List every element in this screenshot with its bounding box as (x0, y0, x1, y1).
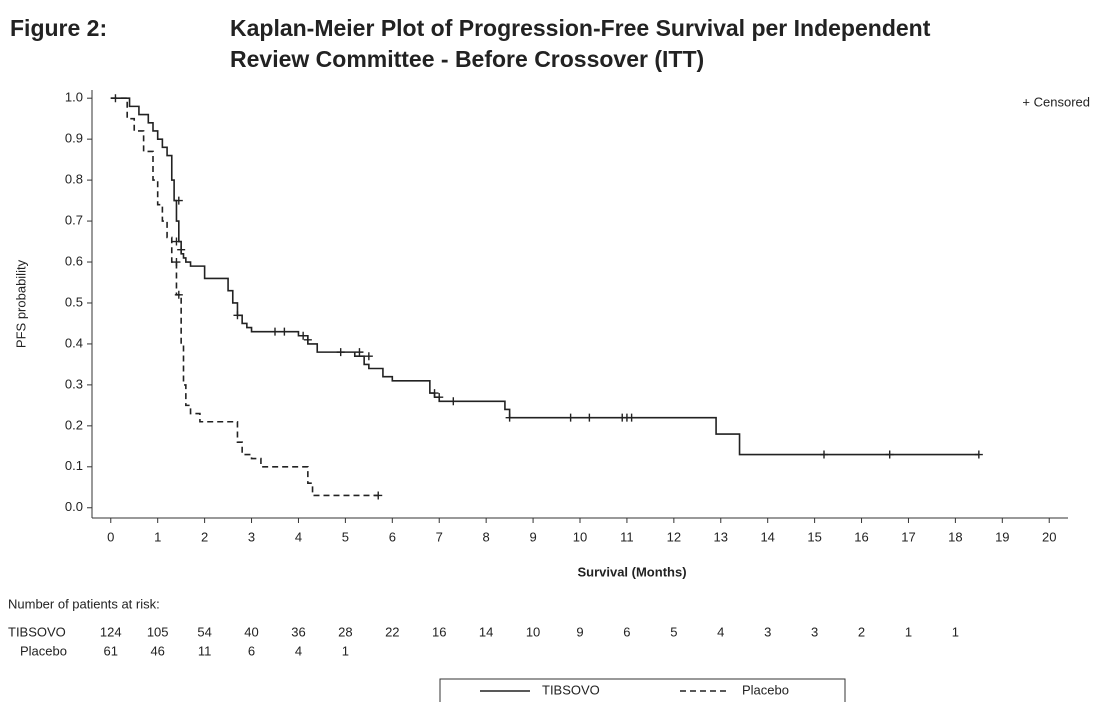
censor-mark (364, 352, 373, 361)
x-tick-label: 4 (295, 529, 302, 544)
censor-mark (885, 450, 894, 459)
y-tick-label: 0.9 (65, 131, 83, 146)
y-tick-label: 1.0 (65, 90, 83, 105)
risk-value: 16 (432, 624, 446, 639)
x-tick-label: 5 (342, 529, 349, 544)
censor-mark (303, 335, 312, 344)
censor-mark (174, 290, 183, 299)
risk-value: 6 (623, 624, 630, 639)
x-tick-label: 19 (995, 529, 1009, 544)
censor-mark (435, 393, 444, 402)
risk-row-label: TIBSOVO (8, 624, 66, 639)
censor-mark (172, 258, 181, 267)
censor-mark (374, 491, 383, 500)
censor-mark (820, 450, 828, 459)
x-tick-label: 9 (529, 529, 536, 544)
x-tick-label: 10 (573, 529, 587, 544)
chart-title: Kaplan-Meier Plot of Progression-Free Su… (230, 15, 931, 41)
censor-mark (585, 413, 594, 422)
x-tick-label: 17 (901, 529, 915, 544)
x-tick-label: 0 (107, 529, 114, 544)
x-tick-label: 1 (154, 529, 161, 544)
censor-mark (449, 397, 458, 406)
y-tick-label: 0.8 (65, 172, 83, 187)
x-tick-label: 14 (760, 529, 774, 544)
x-tick-label: 20 (1042, 529, 1056, 544)
censor-mark (627, 413, 636, 422)
censor-mark (280, 327, 289, 336)
censor-mark (336, 348, 345, 357)
censor-mark (505, 413, 514, 422)
legend-label: Placebo (742, 682, 789, 697)
y-tick-label: 0.6 (65, 253, 83, 268)
risk-value: 4 (295, 643, 302, 658)
censor-mark (566, 413, 575, 422)
risk-value: 10 (526, 624, 540, 639)
censor-mark (177, 245, 186, 254)
x-tick-label: 13 (714, 529, 728, 544)
risk-value: 3 (811, 624, 818, 639)
censor-mark (271, 327, 279, 336)
risk-value: 9 (576, 624, 583, 639)
censor-mark (355, 348, 364, 357)
risk-value: 3 (764, 624, 771, 639)
y-tick-label: 0.4 (65, 335, 83, 350)
censor-mark (233, 311, 242, 320)
y-tick-label: 0.1 (65, 458, 83, 473)
risk-value: 22 (385, 624, 399, 639)
risk-value: 28 (338, 624, 352, 639)
risk-value: 1 (952, 624, 959, 639)
censor-mark (174, 196, 183, 205)
y-tick-label: 0.5 (65, 294, 83, 309)
x-tick-label: 18 (948, 529, 962, 544)
risk-value: 1 (905, 624, 912, 639)
survival-curve (110, 97, 979, 456)
risk-value: 11 (198, 643, 212, 658)
risk-value: 40 (244, 624, 258, 639)
chart-title: Review Committee - Before Crossover (ITT… (230, 46, 704, 72)
risk-value: 36 (291, 624, 305, 639)
y-tick-label: 0.0 (65, 499, 83, 514)
x-tick-label: 2 (201, 529, 208, 544)
legend-label: TIBSOVO (542, 682, 600, 697)
y-tick-label: 0.3 (65, 376, 83, 391)
figure-label: Figure 2: (10, 15, 107, 41)
risk-value: 124 (100, 624, 122, 639)
censor-mark (299, 331, 308, 340)
risk-value: 105 (147, 624, 169, 639)
legend-box (439, 678, 846, 702)
censor-mark (172, 237, 181, 246)
risk-value: 54 (197, 624, 211, 639)
x-tick-label: 16 (854, 529, 868, 544)
x-tick-label: 3 (248, 529, 255, 544)
x-axis-label: Survival (Months) (577, 564, 686, 579)
risk-value: 2 (858, 624, 865, 639)
censor-mark (974, 450, 983, 459)
y-tick-label: 0.2 (65, 417, 83, 432)
risk-value: 14 (479, 624, 493, 639)
censor-note: + Censored (1022, 94, 1090, 109)
risk-row-label: Placebo (20, 643, 67, 658)
x-tick-label: 12 (667, 529, 681, 544)
survival-curve (110, 97, 379, 497)
risk-value: 61 (104, 643, 118, 658)
x-tick-label: 8 (483, 529, 490, 544)
risk-value: 4 (717, 624, 724, 639)
risk-value: 1 (342, 643, 349, 658)
y-axis-label: PFS probability (13, 259, 28, 348)
x-tick-label: 6 (389, 529, 396, 544)
risk-value: 46 (150, 643, 164, 658)
x-tick-label: 11 (620, 529, 634, 544)
x-tick-label: 15 (807, 529, 821, 544)
censor-mark (430, 389, 439, 398)
risk-table-title: Number of patients at risk: (8, 596, 160, 611)
y-tick-label: 0.7 (65, 212, 83, 227)
risk-value: 5 (670, 624, 677, 639)
risk-value: 6 (248, 643, 255, 658)
x-tick-label: 7 (436, 529, 443, 544)
